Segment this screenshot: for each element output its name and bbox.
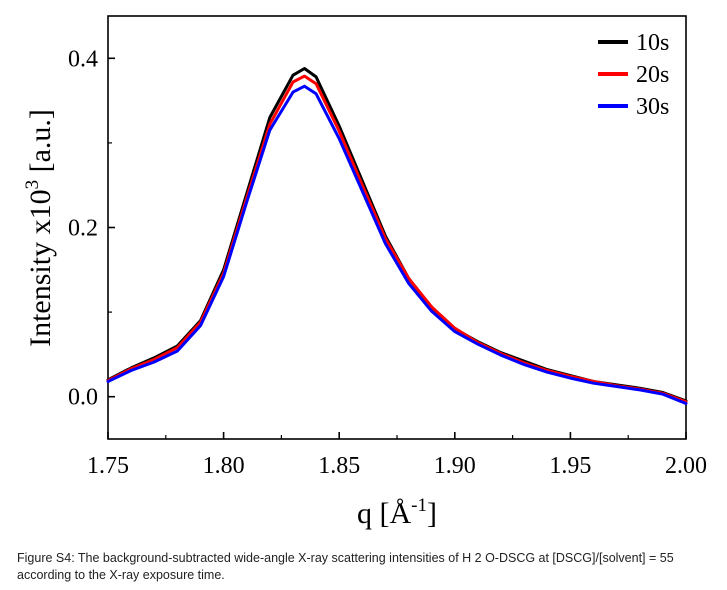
x-tick-label: 1.80 bbox=[203, 453, 245, 479]
series-line-20s bbox=[106, 74, 688, 404]
series-line-10s bbox=[106, 67, 688, 403]
y-tick-label: 0.2 bbox=[68, 216, 98, 242]
y-tick-label: 0.0 bbox=[68, 385, 98, 411]
y-axis-label: Intensity x103 [a.u.] bbox=[22, 109, 57, 347]
plot-frame bbox=[107, 15, 687, 440]
legend-label-30s: 30s bbox=[636, 94, 669, 120]
x-tick-label: 1.75 bbox=[87, 453, 129, 479]
x-tick-label: 1.95 bbox=[549, 453, 591, 479]
x-tick-label: 1.85 bbox=[318, 453, 360, 479]
wide-angle-scattering-chart: 1.75 1.80 1.85 1.90 1.95 2.00 0.0 0.2 0.4 10s 20… bbox=[22, 15, 707, 530]
legend-label-20s: 20s bbox=[636, 62, 669, 88]
figure-caption: Figure S4: The background-subtracted wid… bbox=[17, 551, 674, 582]
x-tick-label: 2.00 bbox=[665, 453, 707, 479]
y-tick-label: 0.4 bbox=[68, 46, 98, 72]
series-line-30s bbox=[106, 84, 688, 405]
x-tick-label: 1.90 bbox=[434, 453, 476, 479]
x-axis-label: q [Å-1] bbox=[357, 495, 437, 530]
legend-label-10s: 10s bbox=[636, 30, 669, 56]
